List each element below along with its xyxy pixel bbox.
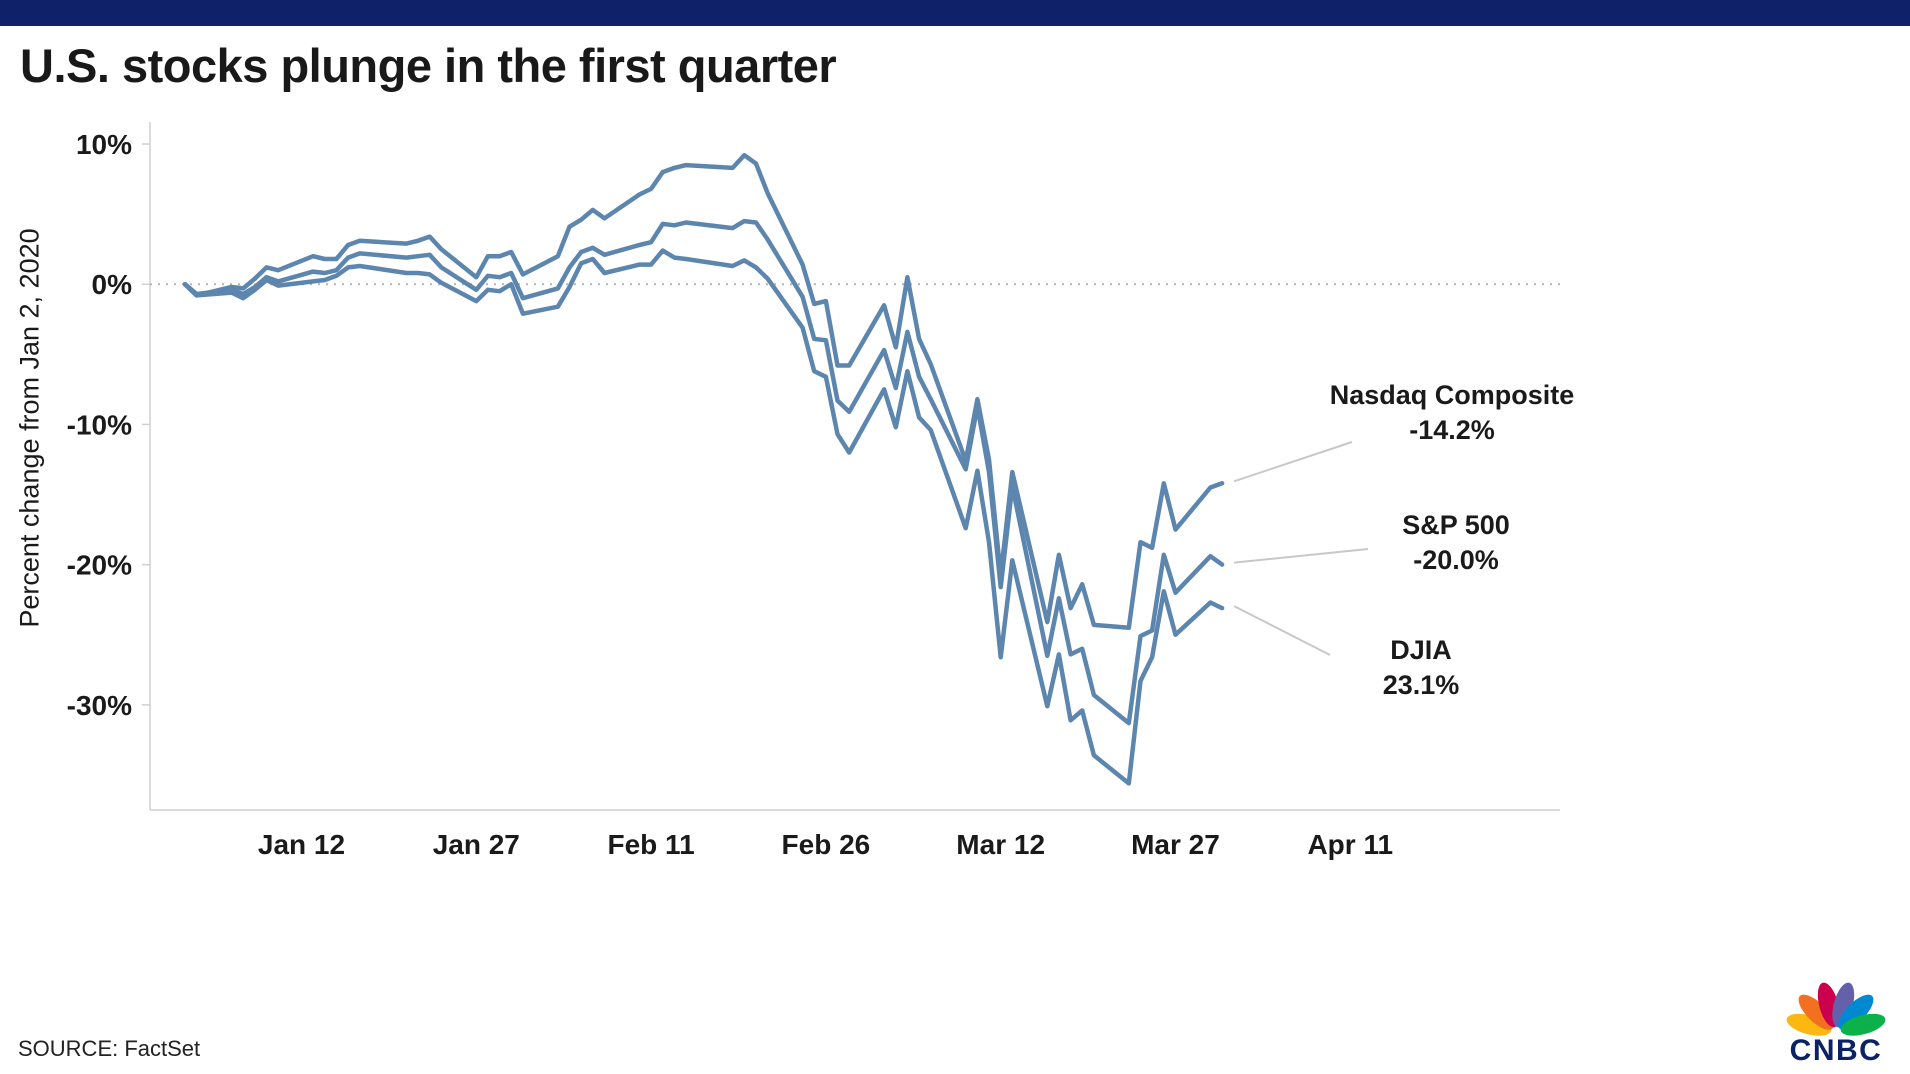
- peacock-feather: [1840, 1013, 1886, 1036]
- source-credit: SOURCE: FactSet: [18, 1036, 201, 1061]
- x-tick-label: Mar 27: [1131, 829, 1220, 860]
- annotation-series-value: -14.2%: [1409, 415, 1495, 445]
- annotation-series-value: 23.1%: [1382, 670, 1460, 700]
- x-tick-label: Mar 12: [956, 829, 1045, 860]
- peacock-feather: [1798, 994, 1834, 1030]
- annotation-djia: DJIA 23.1%: [1291, 633, 1551, 703]
- y-tick-label: 0%: [92, 269, 133, 300]
- top-navy-bar: [0, 0, 1910, 26]
- chart-title: U.S. stocks plunge in the first quarter: [20, 39, 837, 92]
- annotation-nasdaq: Nasdaq Composite -14.2%: [1322, 378, 1582, 448]
- annotation-sp500: S&P 500 -20.0%: [1326, 508, 1586, 578]
- peacock-icon: [1786, 982, 1886, 1036]
- annotation-series-name: DJIA: [1390, 634, 1452, 665]
- annotation-series-value: -20.0%: [1413, 545, 1499, 575]
- y-tick-label: 10%: [76, 129, 132, 160]
- x-tick-label: Apr 11: [1307, 829, 1393, 860]
- x-tick-label: Feb 11: [607, 829, 694, 860]
- annotation-connector-line: [1233, 548, 1369, 564]
- cnbc-logo: CNBC: [1776, 976, 1896, 1068]
- y-tick-label: -30%: [67, 690, 132, 721]
- y-tick-label: -20%: [67, 550, 132, 581]
- annotation-connector-line: [1233, 605, 1331, 656]
- annotation-series-name: S&P 500: [1402, 509, 1510, 540]
- peacock-feather: [1838, 994, 1874, 1030]
- series-line-s-p-500: [182, 218, 1225, 726]
- cnbc-wordmark: CNBC: [1789, 1034, 1883, 1067]
- x-tick-label: Jan 12: [258, 829, 345, 860]
- annotation-series-name: Nasdaq Composite: [1329, 379, 1575, 410]
- series-line-nasdaq-composite: [182, 152, 1225, 630]
- series-line-djia: [182, 248, 1225, 786]
- x-tick-label: Jan 27: [433, 829, 520, 860]
- annotation-connector-line: [1233, 441, 1353, 483]
- y-tick-label: -10%: [67, 409, 132, 440]
- x-tick-label: Feb 26: [782, 829, 871, 860]
